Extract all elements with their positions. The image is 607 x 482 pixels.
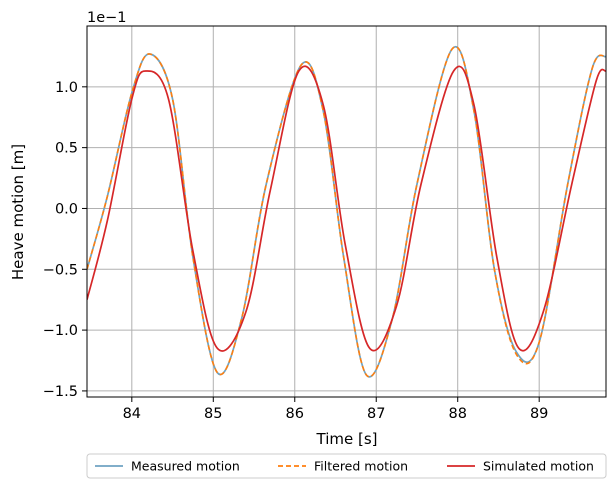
plot-frame [86, 25, 607, 398]
y-tick-label: 0.5 [55, 141, 78, 157]
x-tick-label: 87 [367, 406, 385, 422]
legend-frame [86, 453, 607, 479]
y-axis-label: Heave motion [m] [9, 144, 27, 280]
x-tick-label: 89 [530, 406, 548, 422]
grid [87, 26, 606, 397]
x-tick-label: 88 [448, 406, 466, 422]
x-axis-label: Time [s] [316, 430, 378, 448]
legend: Measured motion Filtered motion Simulated … [86, 453, 607, 479]
y-tick-label: 1.0 [55, 80, 78, 96]
legend-label: Measured motion [131, 459, 240, 474]
y-tick-label: −0.5 [43, 262, 78, 278]
series-layer [87, 46, 606, 378]
y-tick-label: 0.0 [55, 201, 78, 217]
y-offset-text: 1e−1 [87, 10, 127, 26]
x-tick-label: 85 [204, 406, 222, 422]
y-tick-label: −1.5 [43, 384, 78, 400]
x-tick-label: 84 [123, 406, 141, 422]
series-line-1 [87, 46, 606, 378]
legend-entries: Measured motion Filtered motion Simulated … [95, 459, 594, 474]
legend-label: Filtered motion [314, 459, 408, 474]
x-tick-label: 86 [286, 406, 304, 422]
axis-ticks: 84 85 86 87 88 89 −1.5 −1.0 −0.5 0.0 0.5 1.0 [43, 80, 549, 422]
series-line-2 [87, 46, 606, 378]
y-tick-label: −1.0 [43, 323, 78, 339]
legend-label: Simulated motion [483, 459, 594, 474]
series-line-3 [87, 65, 606, 352]
